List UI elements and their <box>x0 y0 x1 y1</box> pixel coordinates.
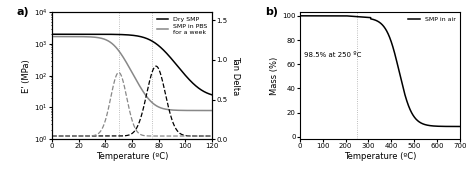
Legend: Dry SMP, SMP in PBS
for a week: Dry SMP, SMP in PBS for a week <box>156 15 209 36</box>
X-axis label: Temperature (ºC): Temperature (ºC) <box>96 152 168 161</box>
Y-axis label: Mass (%): Mass (%) <box>271 57 280 95</box>
Y-axis label: Tan Delta: Tan Delta <box>231 56 240 95</box>
Text: b): b) <box>265 7 278 17</box>
Text: 98.5% at 250 ºC: 98.5% at 250 ºC <box>304 52 361 58</box>
X-axis label: Temperature (ºC): Temperature (ºC) <box>344 152 416 161</box>
Text: a): a) <box>17 7 29 17</box>
Legend: SMP in air: SMP in air <box>407 15 456 23</box>
Y-axis label: E' (MPa): E' (MPa) <box>22 59 31 93</box>
